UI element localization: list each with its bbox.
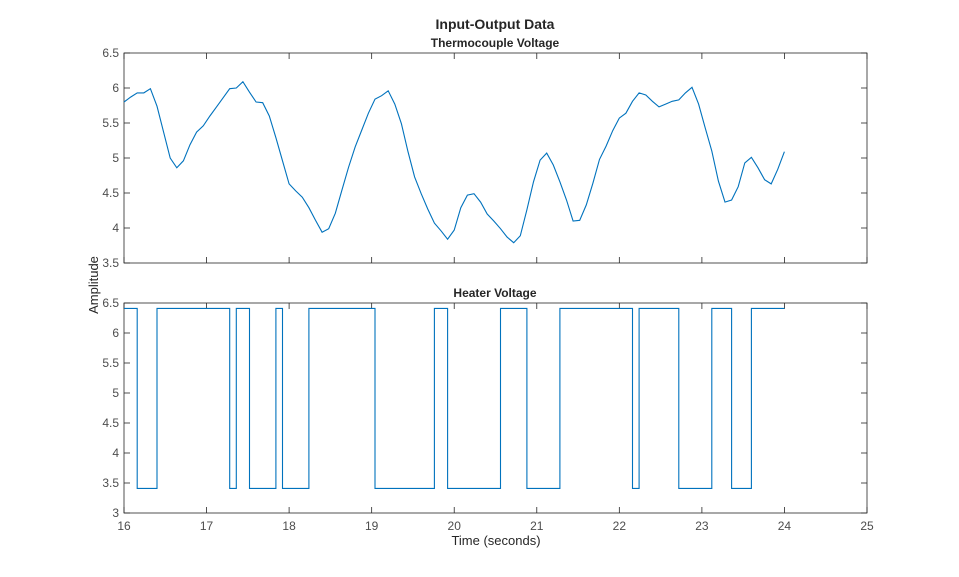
y-tick-label: 5.5 [102, 356, 119, 370]
figure-title: Input-Output Data [436, 16, 555, 32]
bottom-axes-title: Heater Voltage [453, 286, 536, 300]
x-tick-label: 22 [613, 519, 627, 533]
y-axis-label: Amplitude [86, 256, 101, 314]
top-axes-title: Thermocouple Voltage [431, 36, 560, 50]
x-tick-label: 19 [365, 519, 379, 533]
x-tick-label: 25 [860, 519, 874, 533]
y-tick-label: 5.5 [102, 116, 119, 130]
y-tick-label: 5 [112, 151, 119, 165]
y-tick-label: 6.5 [102, 46, 119, 60]
y-tick-label: 6 [112, 81, 119, 95]
bottom-axes: 16 17 18 19 20 21 22 23 24 25 3 3.5 4 4.5 5 5.5 6 6.5 [102, 296, 874, 533]
y-tick-label: 5 [112, 386, 119, 400]
x-tick-label: 21 [530, 519, 544, 533]
data-series-line [123, 80, 785, 244]
y-tick-label: 3.5 [102, 476, 119, 490]
y-tick-label: 4.5 [102, 186, 119, 200]
data-series-line [124, 307, 785, 489]
axes-box [123, 52, 868, 264]
x-tick-label: 18 [282, 519, 296, 533]
y-tick-label: 6.5 [102, 296, 119, 310]
y-tick-label: 3 [112, 506, 119, 520]
axes-box [123, 302, 868, 514]
top-axes: 3.5 4 4.5 5 5.5 6 6.5 [102, 46, 868, 270]
x-tick-label: 17 [200, 519, 214, 533]
x-tick-label: 20 [448, 519, 462, 533]
x-tick-label: 16 [117, 519, 131, 533]
y-tick-label: 4 [112, 221, 119, 235]
y-tick-label: 6 [112, 326, 119, 340]
x-axis-label: Time (seconds) [451, 533, 540, 548]
y-tick-label: 3.5 [102, 256, 119, 270]
y-tick-label: 4 [112, 446, 119, 460]
x-tick-label: 23 [695, 519, 709, 533]
y-tick-label: 4.5 [102, 416, 119, 430]
x-tick-label: 24 [778, 519, 792, 533]
